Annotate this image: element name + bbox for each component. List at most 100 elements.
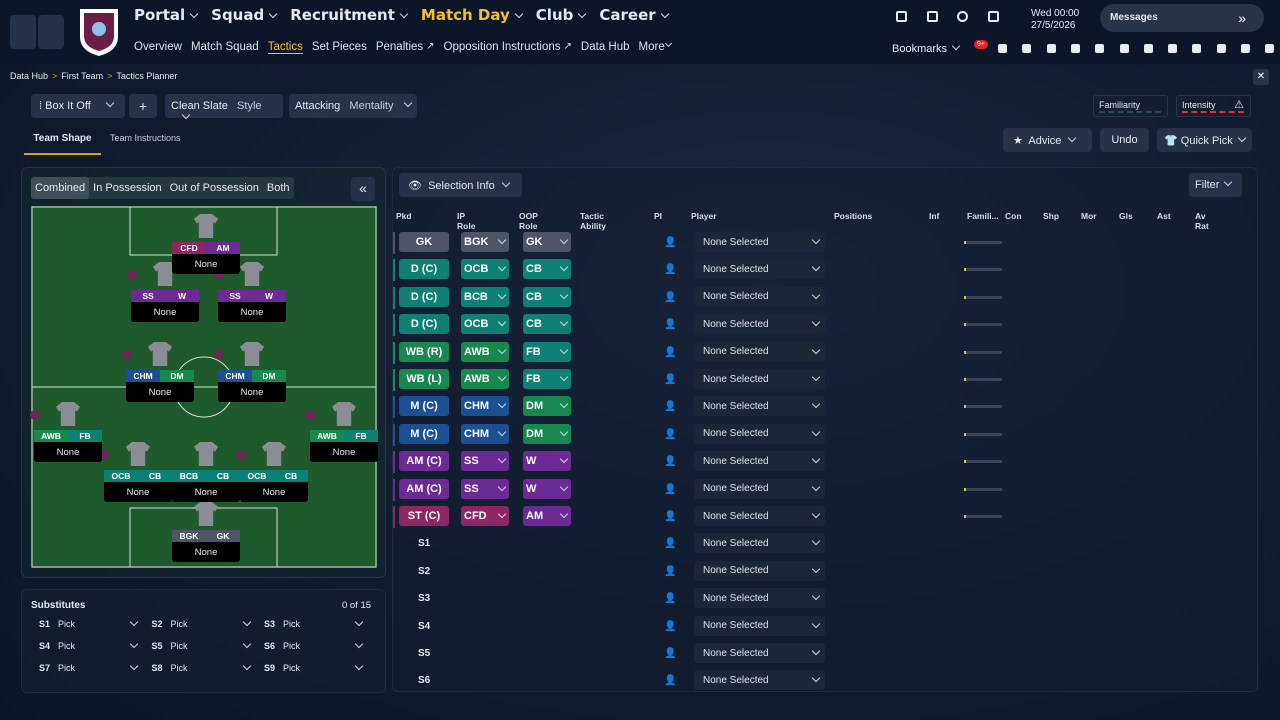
player-select[interactable]: None Selected <box>694 396 825 417</box>
player-card[interactable]: BCB CB None <box>172 470 240 502</box>
tactic-select[interactable]: ⁞ Box It Off <box>31 94 125 118</box>
column-header[interactable]: Av Rat <box>1195 211 1209 231</box>
sub-pick[interactable]: Pick <box>170 641 188 651</box>
style-select[interactable]: Clean Slate Style <box>165 94 283 120</box>
ip-role-select[interactable]: BGK <box>461 232 509 252</box>
top-icon[interactable] <box>987 11 999 22</box>
sub-menu-item[interactable]: Match Squad <box>190 41 259 53</box>
back-button[interactable] <box>10 15 36 49</box>
player-select[interactable]: None Selected <box>694 533 825 554</box>
player-select[interactable]: None Selected <box>694 588 825 609</box>
sub-menu-item[interactable]: Set Pieces <box>311 41 367 53</box>
player-card[interactable]: BGK GK None <box>172 530 240 562</box>
player-select[interactable]: None Selected <box>694 670 825 691</box>
quick-icon[interactable] <box>1192 44 1202 53</box>
main-menu-item[interactable]: Portal <box>134 6 201 24</box>
player-card[interactable]: CHM DM None <box>218 370 286 402</box>
sub-pick[interactable]: Pick <box>170 663 188 673</box>
main-menu-item[interactable]: Career <box>599 6 671 24</box>
column-header[interactable]: Gls <box>1119 211 1133 221</box>
player-card[interactable]: OCB CB None <box>104 470 172 502</box>
column-header[interactable]: Pkd <box>396 211 412 221</box>
player-select[interactable]: None Selected <box>694 341 825 362</box>
sub-pick[interactable]: Pick <box>283 663 301 673</box>
oop-role-select[interactable]: FB <box>523 341 571 362</box>
quick-icon[interactable] <box>1046 44 1056 53</box>
main-menu-item[interactable]: Club <box>536 6 590 24</box>
quick-icon[interactable] <box>1022 44 1032 53</box>
oop-role-select[interactable]: FB <box>523 369 571 389</box>
view-tab[interactable]: In Possession <box>93 182 162 194</box>
player-select[interactable]: None Selected <box>694 560 825 581</box>
column-header[interactable]: Famili... <box>967 211 999 221</box>
column-header[interactable]: Positions <box>834 211 873 221</box>
oop-role-select[interactable]: CB <box>523 286 571 307</box>
quick-icon[interactable] <box>1216 44 1226 53</box>
sub-pick[interactable]: Pick <box>283 641 301 651</box>
oop-role-select[interactable]: W <box>523 478 571 499</box>
top-icon[interactable] <box>957 11 968 22</box>
ip-role-select[interactable]: BCB <box>461 286 509 307</box>
advice-button[interactable]: ★ Advice <box>1003 128 1092 152</box>
oop-role-select[interactable]: AM <box>523 506 571 526</box>
sub-menu-item[interactable]: Overview <box>134 41 182 53</box>
ip-role-select[interactable]: OCB <box>461 259 509 280</box>
top-icon[interactable] <box>896 11 907 22</box>
main-menu-item[interactable]: Squad <box>211 6 280 24</box>
oop-role-select[interactable]: DM <box>523 423 571 444</box>
column-header[interactable]: Tactic Ability <box>580 211 606 231</box>
player-select[interactable]: None Selected <box>694 451 825 472</box>
mentality-select[interactable]: Attacking Mentality <box>289 94 417 118</box>
oop-role-select[interactable]: CB <box>523 314 571 335</box>
player-card[interactable]: OCB CB None <box>240 470 308 502</box>
main-menu-item[interactable]: Match Day <box>421 6 526 24</box>
column-header[interactable]: Shp <box>1043 211 1060 221</box>
column-header[interactable]: Player <box>691 211 717 221</box>
player-select[interactable]: None Selected <box>694 369 825 389</box>
sub-menu-item[interactable]: Tactics <box>267 41 303 54</box>
quick-icon[interactable] <box>1265 44 1275 53</box>
player-select[interactable]: None Selected <box>694 259 825 280</box>
quick-icon[interactable] <box>998 44 1007 53</box>
column-header[interactable]: IP Role <box>457 211 476 231</box>
column-header[interactable]: Mor <box>1081 211 1097 221</box>
quick-icon[interactable] <box>1119 44 1129 53</box>
player-select[interactable]: None Selected <box>694 643 825 663</box>
sub-pick[interactable]: Pick <box>283 619 301 629</box>
add-tactic[interactable]: + <box>129 94 157 118</box>
player-card[interactable]: CFD AM None <box>172 242 240 274</box>
quick-icon[interactable] <box>1241 44 1250 53</box>
quick-pick-button[interactable]: 👕 Quick Pick <box>1157 128 1252 152</box>
player-select[interactable]: None Selected <box>694 314 825 335</box>
sub-menu-item[interactable]: More <box>638 41 665 53</box>
selection-info-button[interactable]: 👁 Selection Info <box>399 173 522 197</box>
ip-role-select[interactable]: CFD <box>461 506 509 526</box>
view-tab[interactable]: Both <box>266 182 290 194</box>
player-select[interactable]: None Selected <box>694 232 825 252</box>
column-header[interactable]: PI <box>654 211 663 221</box>
collapse-button[interactable]: « <box>351 177 375 201</box>
player-card[interactable]: AWB FB None <box>310 430 378 462</box>
sub-pick[interactable]: Pick <box>170 619 188 629</box>
ip-role-select[interactable]: OCB <box>461 314 509 335</box>
main-menu-item[interactable]: Recruitment <box>290 6 411 24</box>
player-card[interactable]: CHM DM None <box>126 370 194 402</box>
ip-role-select[interactable]: CHM <box>461 423 509 444</box>
oop-role-select[interactable]: DM <box>523 396 571 417</box>
player-select[interactable]: None Selected <box>694 478 825 499</box>
view-tab[interactable]: Out of Possession <box>169 182 259 194</box>
close-button[interactable]: ✕ <box>1253 69 1269 85</box>
oop-role-select[interactable]: CB <box>523 259 571 280</box>
column-header[interactable]: Ast <box>1157 211 1171 221</box>
column-header[interactable]: OOP Role <box>519 211 538 231</box>
undo-button[interactable]: Undo <box>1100 128 1149 152</box>
tab-team-shape[interactable]: Team Shape <box>24 128 101 155</box>
player-select[interactable]: None Selected <box>694 423 825 444</box>
tab-team-instructions[interactable]: Team Instructions <box>110 133 181 143</box>
oop-role-select[interactable]: GK <box>523 232 571 252</box>
club-badge[interactable] <box>78 7 120 57</box>
forward-button[interactable] <box>38 15 64 49</box>
quick-icon[interactable] <box>1070 44 1080 53</box>
sub-pick[interactable]: Pick <box>58 641 76 651</box>
player-card[interactable]: AWB FB None <box>34 430 102 462</box>
